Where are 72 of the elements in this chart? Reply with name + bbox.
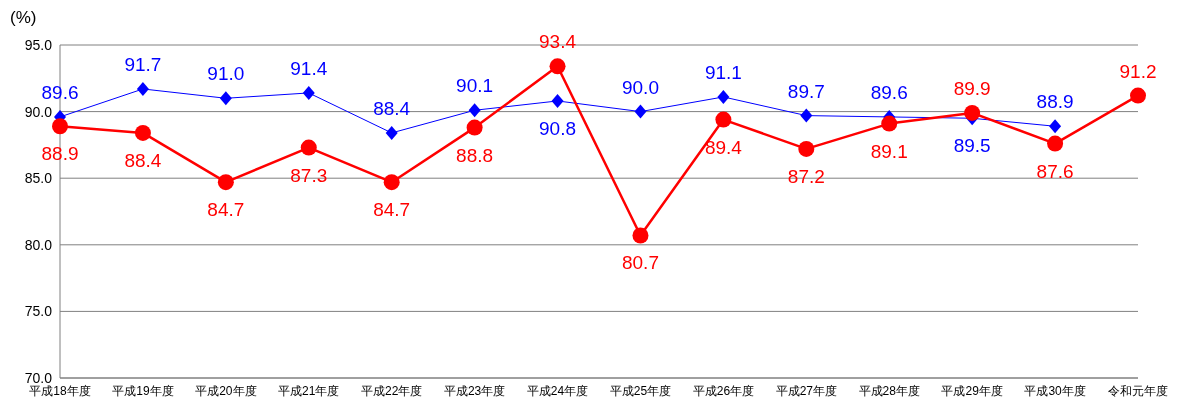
data-label: 87.2 <box>787 165 825 187</box>
data-label: 89.6 <box>41 81 79 103</box>
x-tick-label: 平成30年度 <box>1024 383 1086 398</box>
data-label: 91.0 <box>207 63 245 85</box>
point <box>134 124 151 141</box>
point <box>52 118 68 135</box>
point <box>385 125 398 140</box>
point <box>549 58 566 75</box>
point <box>715 111 732 128</box>
y-tick-label: 70.0 <box>24 369 53 386</box>
point <box>383 174 400 191</box>
y-axis-title: (%) <box>10 8 37 28</box>
data-label: 88.4 <box>373 97 411 119</box>
data-label: 90.1 <box>456 75 494 97</box>
x-tick-label: 平成22年度 <box>361 383 423 398</box>
x-tick-label: 平成29年度 <box>941 383 1003 398</box>
data-label: 87.3 <box>290 164 328 186</box>
point <box>468 103 481 118</box>
x-tick-label: 平成24年度 <box>526 383 589 398</box>
point <box>634 104 647 119</box>
data-label: 87.6 <box>1036 160 1074 182</box>
point <box>302 85 315 100</box>
data-label: 93.4 <box>539 31 577 53</box>
x-tick-label: 平成18年度 <box>29 383 91 398</box>
x-tick-label: 平成23年度 <box>443 383 506 398</box>
point <box>219 91 232 106</box>
data-label: 89.6 <box>870 81 908 103</box>
point <box>300 139 317 156</box>
data-label: 91.7 <box>124 53 162 75</box>
data-label: 89.7 <box>787 80 825 102</box>
point <box>466 119 483 136</box>
data-label: 80.7 <box>621 252 659 274</box>
point <box>551 93 564 108</box>
data-label: 90.0 <box>621 76 659 98</box>
data-label: 88.9 <box>1036 91 1074 113</box>
data-label: 91.4 <box>290 57 328 79</box>
x-tick-label: 令和元年度 <box>1108 383 1168 398</box>
data-label: 88.8 <box>456 144 494 166</box>
y-tick-label: 95.0 <box>24 36 53 53</box>
data-label: 89.1 <box>870 140 908 162</box>
point <box>1047 135 1064 152</box>
data-label: 88.9 <box>41 143 79 165</box>
point <box>1049 119 1062 134</box>
data-label: 89.9 <box>953 77 991 99</box>
point <box>798 140 815 157</box>
data-label: 91.2 <box>1119 60 1157 82</box>
point <box>717 89 730 104</box>
point <box>1130 87 1146 104</box>
data-label: 88.4 <box>124 149 162 171</box>
y-tick-label: 75.0 <box>24 303 53 320</box>
data-label: 89.5 <box>953 135 991 157</box>
y-tick-label: 80.0 <box>24 236 53 253</box>
point <box>800 108 813 123</box>
data-label: 90.8 <box>539 117 577 139</box>
y-tick-label: 85.0 <box>24 170 53 187</box>
point <box>217 174 234 191</box>
data-label: 91.1 <box>704 61 742 83</box>
x-tick-label: 平成25年度 <box>609 383 672 398</box>
point <box>881 115 898 132</box>
point <box>964 104 981 121</box>
x-tick-label: 平成19年度 <box>112 383 174 398</box>
x-tick-label: 平成28年度 <box>858 383 920 398</box>
data-label: 89.4 <box>704 136 743 158</box>
point <box>632 227 649 244</box>
x-tick-label: 平成20年度 <box>195 383 257 398</box>
x-tick-label: 平成27年度 <box>775 383 837 398</box>
data-label: 84.7 <box>373 199 411 221</box>
x-tick-label: 平成26年度 <box>692 383 755 398</box>
x-tick-label: 平成21年度 <box>278 383 340 398</box>
data-label: 84.7 <box>207 199 245 221</box>
y-tick-label: 90.0 <box>24 103 53 120</box>
point <box>136 81 149 96</box>
